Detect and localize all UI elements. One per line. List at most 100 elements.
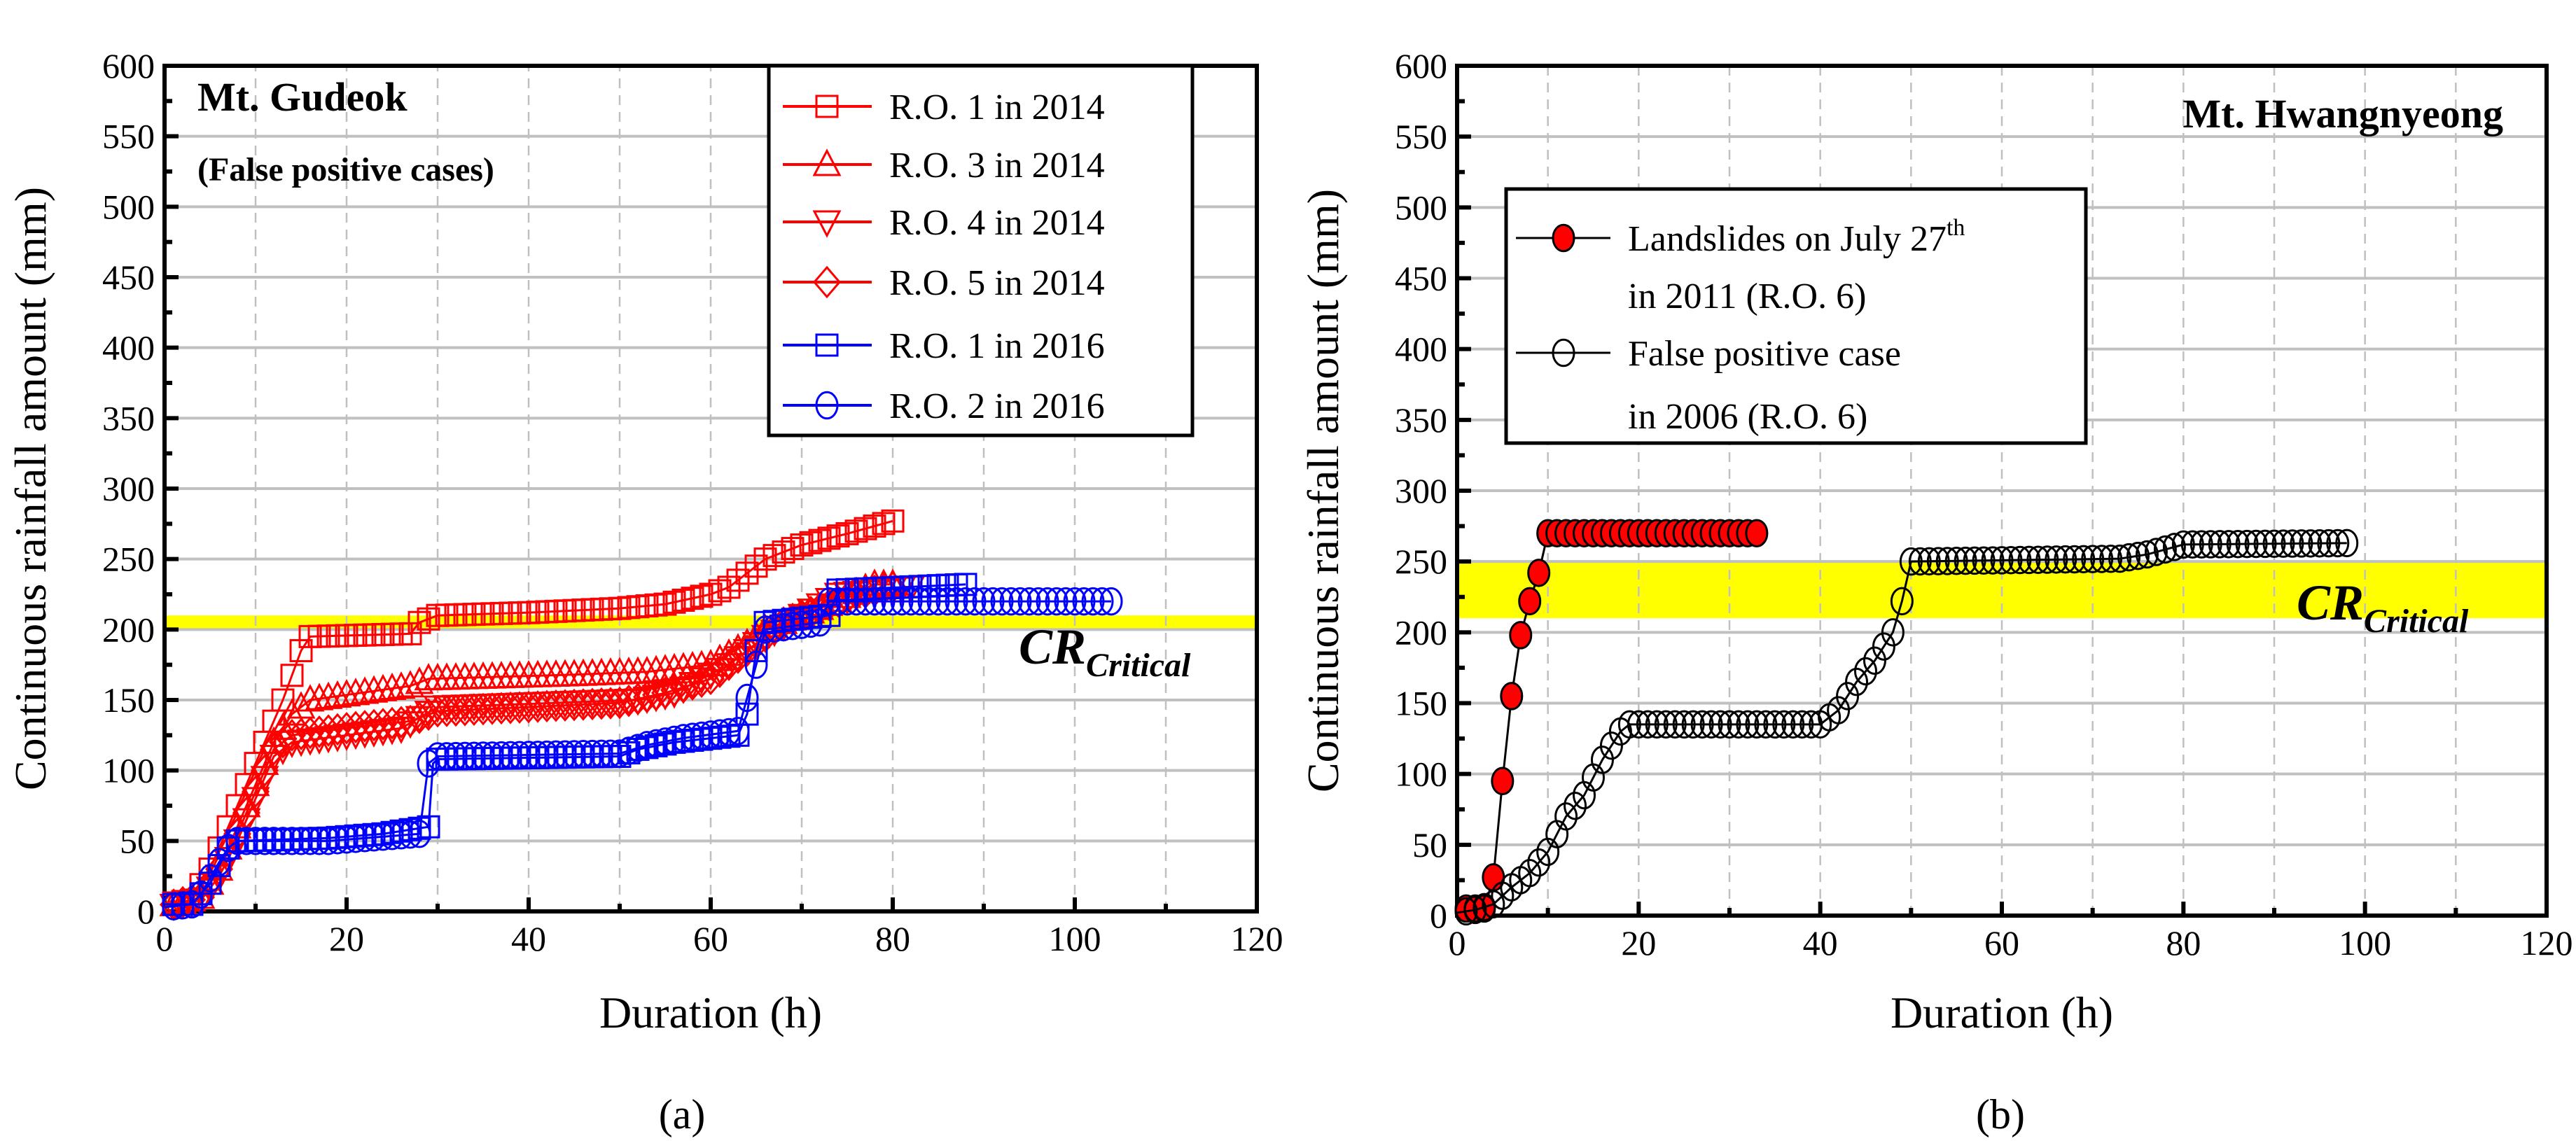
data-point: [244, 827, 267, 855]
data-point: [389, 821, 413, 850]
data-point: [1081, 587, 1105, 616]
data-point: [1491, 766, 1515, 796]
data-point: [162, 892, 186, 920]
data-point: [1899, 547, 1923, 576]
data-point: [1008, 587, 1032, 616]
legend-box: [767, 64, 1195, 438]
data-point: [653, 727, 677, 756]
data-point: [744, 650, 768, 679]
data-point: [1963, 546, 1986, 575]
data-point: [1663, 710, 1687, 739]
data-point: [844, 519, 868, 543]
data-point: [681, 722, 704, 751]
data-point: [341, 678, 370, 706]
data-point: [316, 827, 340, 855]
data-point: [1926, 547, 1950, 575]
data-point: [368, 673, 398, 701]
x-tick-label: 20: [329, 919, 364, 958]
data-point: [644, 729, 668, 758]
y-tick-label: 550: [102, 117, 155, 156]
data-point: [2126, 541, 2150, 570]
legend-marker: [1552, 223, 1575, 253]
data-point: [2008, 545, 2032, 575]
y-tick-label: 150: [1395, 684, 1447, 723]
data-point: [1599, 731, 1623, 760]
data-point: [662, 725, 686, 755]
series-line: [164, 519, 893, 906]
data-point: [835, 522, 859, 545]
data-point: [899, 587, 923, 616]
data-point: [790, 533, 814, 557]
data-point: [669, 671, 697, 704]
data-point: [1026, 587, 1050, 616]
data-point: [2244, 529, 2268, 559]
data-point: [2017, 545, 2041, 575]
x-tick-label: 0: [156, 919, 174, 958]
data-point: [280, 664, 304, 687]
data-point: [353, 824, 377, 853]
y-tick-label: 400: [102, 328, 155, 368]
data-point: [1745, 710, 1769, 739]
data-point: [2317, 528, 2341, 558]
data-point: [1727, 710, 1750, 739]
data-point: [1063, 587, 1087, 616]
chart-a: 0 50 100 150 200 250 300 350 400 450 500 550 600 0 20 4…: [6, 46, 1283, 1037]
data-point: [1045, 587, 1068, 616]
chart-b: 0 50 100 150 200 250 300 350 400 450 500 550 600 0 20 4…: [1298, 46, 2573, 1037]
data-point: [326, 826, 349, 855]
legend: Landslides on July 27th in 2011 (R.O. 6) F…: [1504, 187, 2088, 445]
data-point: [2180, 530, 2204, 559]
data-point: [1518, 859, 1542, 888]
data-point: [1845, 667, 1869, 696]
data-point: [171, 891, 195, 920]
data-point: [508, 741, 531, 769]
data-point: [1790, 710, 1814, 739]
data-point: [917, 587, 941, 616]
data-point: [1863, 646, 1886, 676]
data-point: [471, 741, 495, 770]
data-point: [1554, 802, 1578, 831]
data-point: [314, 681, 343, 709]
data-point: [717, 718, 741, 747]
legend-label-line1: False positive case: [1628, 334, 1901, 374]
data-point: [735, 683, 759, 713]
data-point: [1017, 587, 1041, 616]
critical-label: CRCritical: [1019, 619, 1191, 684]
data-point: [706, 655, 734, 689]
data-point: [872, 512, 896, 536]
data-point: [489, 741, 513, 770]
data-point: [733, 634, 761, 667]
data-point: [1699, 710, 1723, 739]
data-point: [260, 733, 288, 766]
data-point: [972, 587, 996, 616]
data-point: [1463, 895, 1487, 925]
data-point: [1872, 632, 1895, 661]
data-point: [881, 587, 905, 616]
legend-marker: [815, 333, 839, 357]
data-point: [908, 587, 932, 616]
data-point: [1654, 710, 1678, 739]
legend-superscript: th: [1947, 215, 1965, 241]
critical-label-main: CR: [1019, 619, 1086, 675]
data-point: [2099, 545, 2123, 573]
data-point: [1473, 892, 1496, 922]
data-point: [990, 587, 1014, 616]
data-point: [387, 706, 415, 738]
data-point: [562, 740, 586, 769]
data-point: [1854, 657, 1877, 686]
data-point: [271, 827, 295, 855]
data-point: [2153, 535, 2177, 564]
data-point: [198, 864, 222, 892]
legend-label-line1: Landslides on July 27th: [1628, 215, 1965, 259]
data-point: [344, 825, 368, 853]
data-point: [863, 514, 886, 538]
data-point: [697, 662, 725, 696]
data-point: [2108, 544, 2132, 573]
data-point: [2171, 530, 2195, 559]
data-point: [2072, 545, 2096, 574]
data-point: [2326, 528, 2350, 558]
data-point: [999, 587, 1023, 616]
data-point: [1772, 710, 1796, 739]
data-point: [1690, 710, 1714, 739]
data-point: [1763, 710, 1787, 739]
